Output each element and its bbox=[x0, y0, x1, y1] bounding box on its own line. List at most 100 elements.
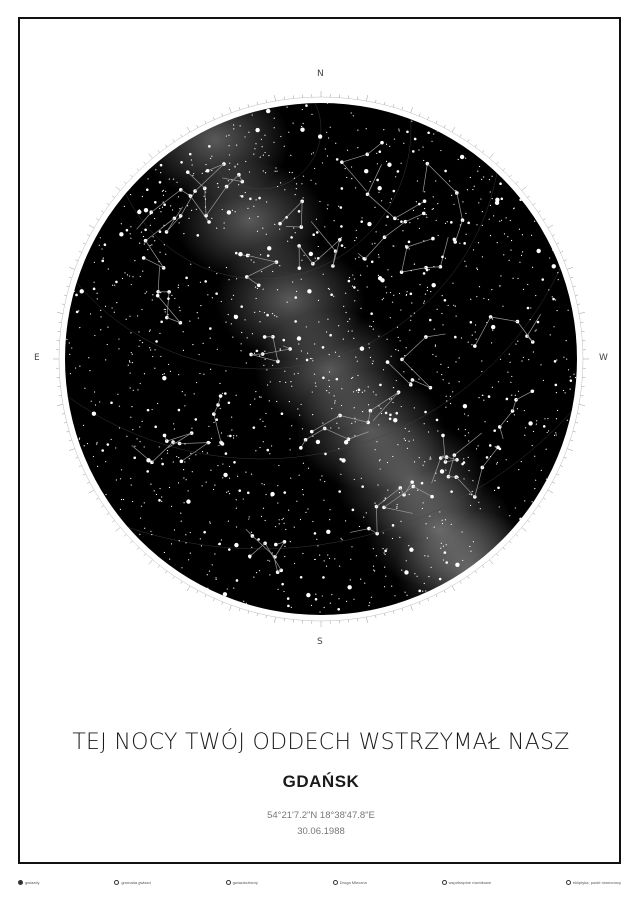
constellation-line bbox=[474, 316, 491, 347]
star bbox=[96, 443, 98, 445]
constellation-line bbox=[300, 201, 303, 228]
star bbox=[259, 321, 261, 323]
star bbox=[357, 129, 359, 131]
star bbox=[360, 578, 362, 580]
star bbox=[265, 233, 267, 235]
star bbox=[428, 269, 430, 271]
star bbox=[204, 198, 207, 200]
star bbox=[515, 343, 517, 345]
star bbox=[467, 456, 469, 458]
star bbox=[165, 308, 167, 311]
star bbox=[353, 278, 355, 280]
star bbox=[129, 387, 131, 389]
star bbox=[425, 268, 429, 272]
star bbox=[372, 391, 375, 393]
star bbox=[533, 390, 535, 392]
star bbox=[232, 124, 235, 126]
azimuth-tick bbox=[443, 124, 446, 128]
star bbox=[181, 567, 183, 569]
star bbox=[465, 265, 467, 267]
star bbox=[453, 203, 455, 205]
star bbox=[338, 490, 341, 493]
star bbox=[235, 278, 238, 280]
star bbox=[478, 202, 480, 204]
star bbox=[379, 468, 381, 470]
star bbox=[98, 244, 100, 246]
star bbox=[326, 208, 328, 210]
star bbox=[390, 198, 393, 200]
star bbox=[385, 143, 388, 145]
star bbox=[455, 315, 457, 317]
star bbox=[513, 208, 515, 210]
star bbox=[410, 319, 412, 321]
constellation-star bbox=[271, 334, 275, 339]
star bbox=[188, 559, 190, 561]
star bbox=[279, 349, 281, 351]
star bbox=[244, 191, 246, 194]
constellation-line bbox=[145, 217, 175, 241]
star bbox=[420, 481, 424, 485]
star bbox=[489, 455, 492, 458]
star bbox=[333, 395, 335, 397]
constellation-line bbox=[249, 543, 266, 557]
star bbox=[207, 587, 209, 589]
constellation-line bbox=[350, 528, 369, 533]
star bbox=[315, 183, 317, 185]
star bbox=[177, 408, 181, 412]
star bbox=[424, 461, 426, 463]
star bbox=[121, 469, 123, 471]
star bbox=[209, 327, 212, 330]
star bbox=[319, 611, 321, 613]
star bbox=[445, 544, 447, 546]
star bbox=[409, 292, 413, 296]
azimuth-tick bbox=[123, 181, 127, 184]
star bbox=[528, 421, 533, 426]
star bbox=[378, 191, 380, 193]
constellation-line bbox=[387, 361, 412, 385]
star bbox=[321, 475, 323, 477]
legend-item: współrzędne równikowe bbox=[441, 879, 491, 885]
star bbox=[125, 228, 129, 232]
constellation-line bbox=[442, 435, 446, 462]
star bbox=[262, 227, 264, 229]
star bbox=[266, 384, 269, 386]
star bbox=[195, 208, 197, 210]
star bbox=[364, 390, 366, 392]
star bbox=[274, 315, 276, 317]
star bbox=[377, 274, 380, 276]
star bbox=[139, 441, 141, 443]
star bbox=[90, 400, 92, 402]
star bbox=[161, 462, 164, 466]
star bbox=[378, 460, 381, 462]
star bbox=[193, 393, 195, 395]
star bbox=[264, 134, 266, 136]
star bbox=[228, 465, 231, 468]
star bbox=[329, 509, 331, 511]
star bbox=[530, 234, 533, 236]
star bbox=[97, 465, 99, 467]
star bbox=[392, 387, 395, 389]
star bbox=[437, 234, 439, 237]
star bbox=[354, 258, 357, 260]
star bbox=[377, 484, 379, 486]
azimuth-tick bbox=[560, 250, 564, 253]
constellation-line bbox=[517, 321, 534, 343]
star bbox=[346, 149, 349, 151]
star bbox=[435, 219, 437, 222]
star bbox=[522, 356, 524, 358]
star bbox=[429, 456, 431, 458]
star bbox=[248, 518, 250, 520]
star bbox=[123, 205, 125, 207]
star bbox=[105, 359, 107, 361]
star bbox=[310, 604, 313, 606]
constellation-line bbox=[213, 414, 222, 443]
azimuth-tick bbox=[543, 218, 546, 221]
star bbox=[148, 330, 151, 332]
star bbox=[454, 305, 456, 307]
star bbox=[248, 217, 251, 219]
star bbox=[338, 355, 340, 358]
star bbox=[347, 279, 351, 283]
star bbox=[319, 479, 321, 481]
star bbox=[183, 477, 185, 479]
